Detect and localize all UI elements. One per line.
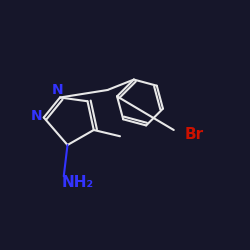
Text: NH₂: NH₂ [62,175,94,190]
Text: N: N [52,83,64,97]
Text: Br: Br [185,127,204,142]
Text: N: N [31,110,42,124]
